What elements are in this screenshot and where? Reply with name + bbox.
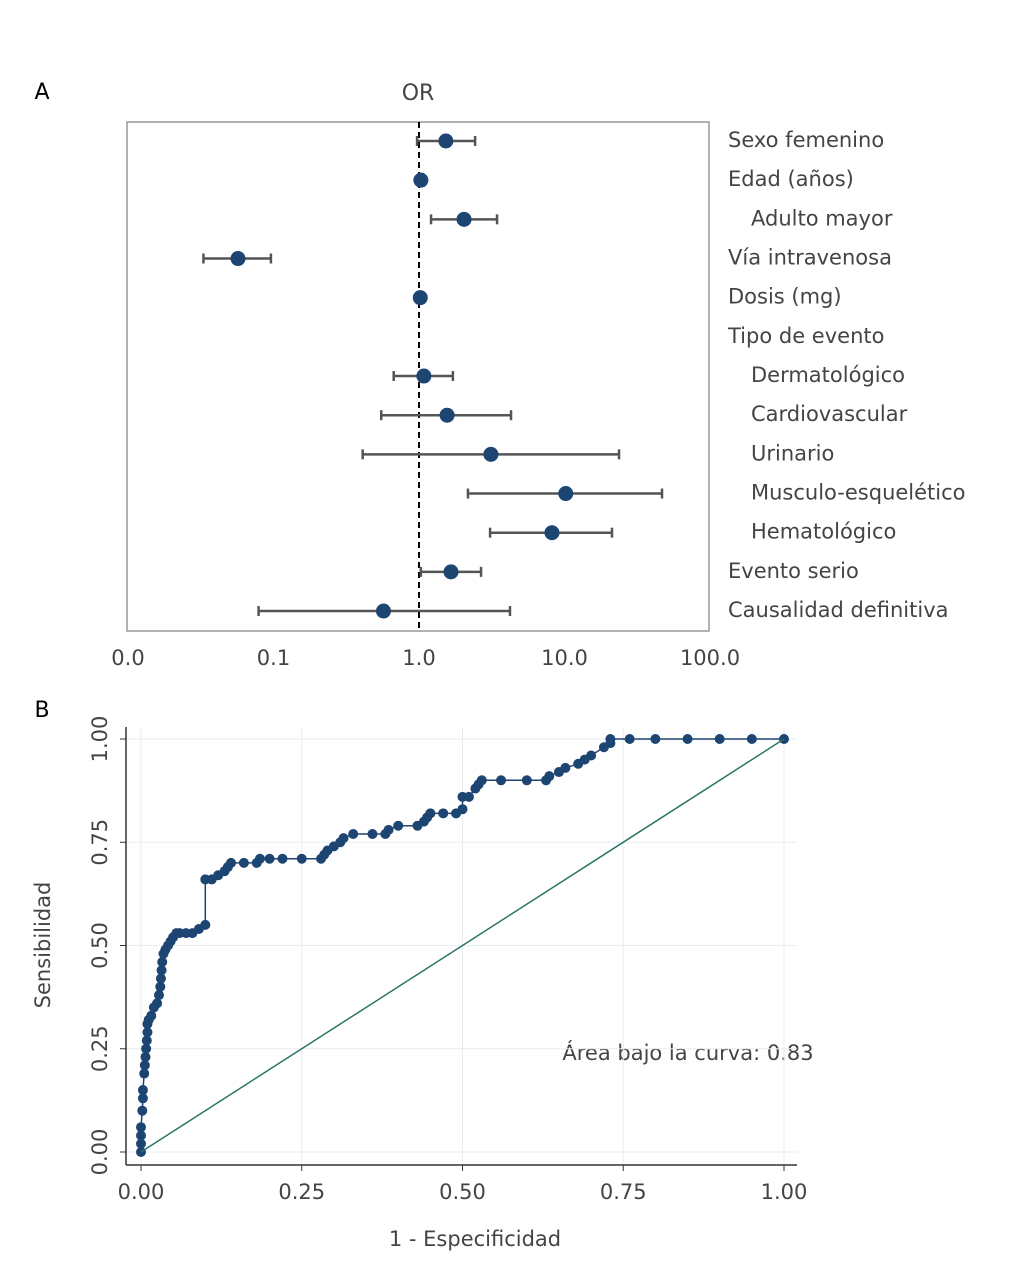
category-label: Musculo-esquelético: [751, 481, 966, 505]
point: [277, 853, 288, 864]
point: [605, 734, 616, 744]
panel-label: B: [34, 698, 49, 723]
point: [230, 251, 246, 267]
y-tick-label: 0.75: [88, 819, 112, 866]
x-tick-label: 0.0: [111, 646, 144, 670]
point: [139, 1068, 150, 1079]
category-label: Edad (años): [728, 167, 854, 191]
point: [558, 486, 574, 502]
y-tick-label: 1.00: [88, 716, 112, 763]
point: [238, 857, 249, 868]
x-tick-label: 100.0: [680, 646, 740, 670]
y-axis-label: Sensibilidad: [31, 882, 55, 1009]
point: [457, 804, 468, 815]
point: [463, 791, 474, 802]
curve: [140, 738, 785, 1153]
point: [136, 1122, 146, 1133]
point: [155, 973, 166, 984]
point: [155, 981, 166, 992]
point: [438, 133, 454, 149]
point: [624, 734, 635, 744]
point: [412, 290, 428, 306]
point: [137, 1093, 148, 1104]
point: [560, 762, 571, 773]
category-label: Sexo femenino: [728, 128, 884, 152]
x-axis-label: 1 - Especificidad: [389, 1227, 561, 1251]
category-label: Evento serio: [728, 559, 859, 583]
point: [146, 1010, 157, 1021]
point: [456, 211, 472, 227]
x-tick-label: 0.1: [257, 646, 290, 670]
panel-label: A: [34, 80, 49, 105]
point: [139, 1060, 150, 1071]
y-tick-label: 0.00: [88, 1129, 112, 1176]
category-label: Tipo de evento: [727, 324, 884, 348]
chart-title: OR: [402, 81, 435, 106]
point: [544, 525, 560, 541]
point: [393, 820, 404, 831]
point: [439, 407, 455, 423]
point: [156, 965, 167, 976]
point: [586, 750, 597, 761]
point: [137, 1105, 148, 1116]
x-tick-label: 0.75: [600, 1180, 647, 1204]
category-label: Dosis (mg): [728, 285, 842, 309]
point: [375, 603, 391, 619]
x-tick-label: 0.25: [278, 1180, 325, 1204]
point: [544, 771, 555, 782]
point: [140, 1052, 151, 1063]
category-label: Hematológico: [751, 520, 896, 544]
point: [136, 1130, 146, 1141]
category-label: Adulto mayor: [751, 206, 893, 230]
point: [136, 1138, 146, 1149]
y-tick-label: 0.50: [88, 922, 112, 969]
point: [141, 1035, 152, 1046]
x-tick-label: 1.00: [761, 1180, 808, 1204]
x-tick-label: 0.50: [439, 1180, 486, 1204]
point: [483, 446, 499, 462]
x-tick-label: 1.0: [402, 646, 435, 670]
point: [296, 853, 307, 864]
point: [338, 833, 349, 844]
annotation: Área bajo la curva: 0.83: [562, 1040, 813, 1065]
point: [443, 564, 459, 580]
point: [682, 734, 693, 744]
category-label: Causalidad definitiva: [728, 598, 949, 622]
point: [521, 775, 532, 786]
point: [416, 368, 432, 384]
point: [200, 919, 211, 930]
point: [413, 172, 429, 188]
point: [226, 857, 237, 868]
point: [157, 957, 168, 968]
category-label: Urinario: [751, 441, 834, 465]
point: [137, 1085, 148, 1096]
point: [746, 734, 757, 744]
point: [650, 734, 661, 744]
point: [154, 990, 165, 1001]
point: [141, 1043, 152, 1054]
point: [264, 853, 275, 864]
point: [254, 853, 265, 864]
point: [383, 824, 394, 835]
point: [348, 828, 359, 839]
point: [367, 828, 378, 839]
point: [425, 808, 436, 819]
point: [476, 775, 487, 786]
x-tick-label: 0.00: [118, 1180, 165, 1204]
point: [438, 808, 449, 819]
category-label: Dermatológico: [751, 363, 905, 387]
point: [714, 734, 725, 744]
category-label: Vía intravenosa: [728, 246, 892, 270]
point: [152, 998, 163, 1009]
x-tick-label: 10.0: [541, 646, 588, 670]
point: [496, 775, 507, 786]
point: [142, 1027, 153, 1038]
category-label: Cardiovascular: [751, 402, 908, 426]
y-tick-label: 0.25: [88, 1025, 112, 1072]
